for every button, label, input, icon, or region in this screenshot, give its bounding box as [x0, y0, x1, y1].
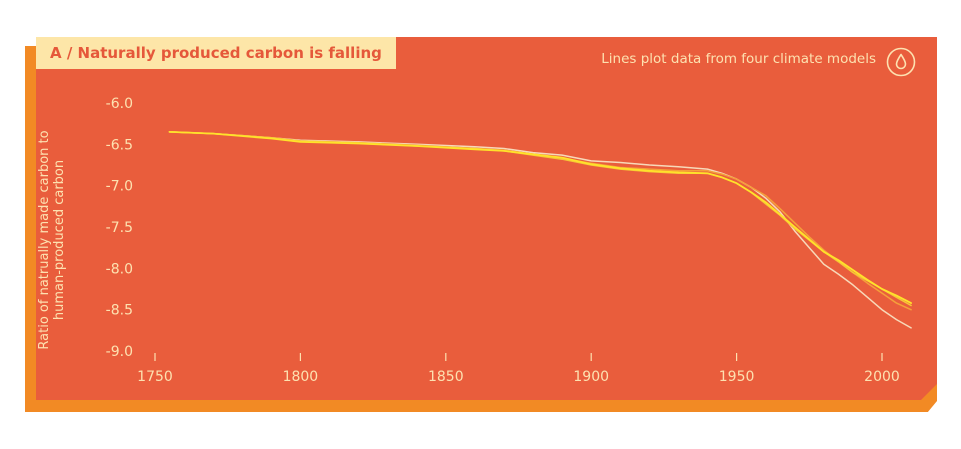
x-tick-label: 1800 [283, 369, 319, 385]
chart-panel [36, 37, 937, 400]
chart-title: A / Naturally produced carbon is falling [36, 37, 396, 69]
y-axis-label-line-2: human-produced carbon [52, 159, 67, 321]
y-tick-label: -8.0 [106, 261, 133, 277]
chart-note: Lines plot data from four climate models [601, 51, 876, 67]
y-tick-label: -7.0 [106, 179, 133, 195]
series-line-4 [168, 130, 912, 305]
x-tick-label: 1750 [137, 369, 173, 385]
series-lines [168, 130, 912, 329]
y-axis-ticks: -6.0 -6.5 -7.0 -7.5 -8.0 -8.5 -9.0 [106, 96, 133, 360]
y-tick-label: -6.5 [106, 137, 133, 153]
x-tick-label: 1950 [719, 369, 755, 385]
y-tick-label: -8.5 [106, 303, 133, 319]
y-tick-label: -7.5 [106, 220, 133, 236]
y-axis-label: Ratio of natrually made carbon to human-… [37, 130, 67, 349]
x-tick-label: 1850 [428, 369, 464, 385]
x-tick-label: 2000 [864, 369, 900, 385]
x-axis: 1750 1800 1850 1900 1950 2000 [137, 353, 900, 385]
series-line-1 [168, 131, 912, 329]
y-axis-label-line-1: Ratio of natrually made carbon to [37, 130, 52, 350]
y-tick-label: -6.0 [106, 96, 133, 112]
y-tick-label: -9.0 [106, 344, 133, 360]
drop-icon [886, 47, 916, 77]
x-tick-label: 1900 [573, 369, 609, 385]
